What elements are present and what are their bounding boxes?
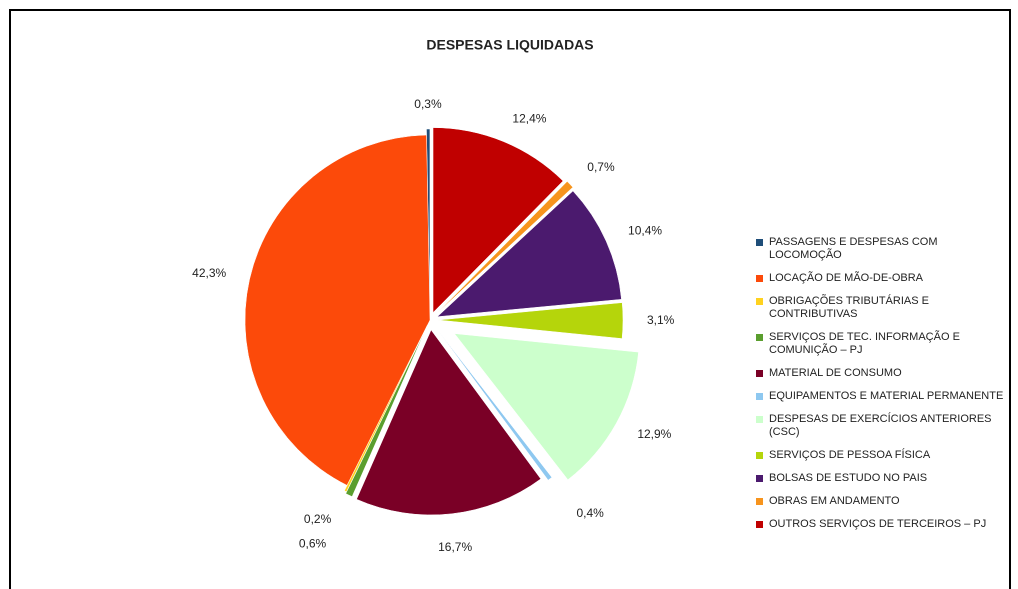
data-label: 12,4% <box>512 111 546 125</box>
pie-slice <box>432 127 564 314</box>
legend-swatch <box>756 475 763 482</box>
pie-slice <box>356 329 542 516</box>
legend-label: BOLSAS DE ESTUDO NO PAIS <box>769 472 928 484</box>
chart-title: DESPESAS LIQUIDADAS <box>426 37 593 53</box>
data-label: 3,1% <box>647 313 675 327</box>
pie-slice <box>437 302 624 339</box>
data-label: 0,2% <box>304 512 332 526</box>
legend-item: SERVIÇOS DE PESSOA FÍSICA <box>756 449 1006 462</box>
legend-swatch <box>756 334 763 341</box>
legend-label: SERVIÇOS DE TEC. INFORMAÇÃO E COMUNIÇÃO … <box>769 331 960 356</box>
data-label: 10,4% <box>628 223 662 237</box>
legend-label: SERVIÇOS DE PESSOA FÍSICA <box>769 449 931 461</box>
data-label: 16,7% <box>438 540 472 554</box>
legend-item: SERVIÇOS DE TEC. INFORMAÇÃO E COMUNIÇÃO … <box>756 331 1006 357</box>
legend-item: LOCAÇÃO DE MÃO-DE-OBRA <box>756 272 1006 285</box>
legend-label: MATERIAL DE CONSUMO <box>769 367 902 379</box>
legend-item: PASSAGENS E DESPESAS COM LOCOMOÇÃO <box>756 236 1006 262</box>
legend-item: OBRIGAÇÕES TRIBUTÁRIAS E CONTRIBUTIVAS <box>756 295 1006 321</box>
legend-swatch <box>756 521 763 528</box>
data-label: 0,6% <box>299 536 327 550</box>
legend-item: OBRAS EM ANDAMENTO <box>756 495 1006 508</box>
legend-swatch <box>756 416 763 423</box>
legend-item: EQUIPAMENTOS E MATERIAL PERMANENTE <box>756 390 1006 403</box>
legend-swatch <box>756 298 763 305</box>
legend-swatch <box>756 275 763 282</box>
legend-label: LOCAÇÃO DE MÃO-DE-OBRA <box>769 272 924 284</box>
data-label: 42,3% <box>192 266 226 280</box>
legend-label: DESPESAS DE EXERCÍCIOS ANTERIORES (CSC) <box>769 413 992 438</box>
legend-label: EQUIPAMENTOS E MATERIAL PERMANENTE <box>769 390 1004 402</box>
legend-item: BOLSAS DE ESTUDO NO PAIS <box>756 472 1006 485</box>
legend-label: OBRIGAÇÕES TRIBUTÁRIAS E CONTRIBUTIVAS <box>769 295 929 320</box>
pie-slice <box>345 327 427 497</box>
data-label: 0,3% <box>414 97 442 111</box>
data-label: 0,4% <box>577 506 605 520</box>
pie-slice <box>438 331 553 481</box>
legend-swatch <box>756 393 763 400</box>
legend-swatch <box>756 452 763 459</box>
legend-swatch <box>756 370 763 377</box>
pie-slice <box>436 190 622 318</box>
legend-swatch <box>756 498 763 505</box>
legend-item: OUTROS SERVIÇOS DE TERCEIROS – PJ <box>756 518 1006 531</box>
frame <box>9 9 1011 589</box>
pie-slice <box>453 333 639 481</box>
legend-item: MATERIAL DE CONSUMO <box>756 367 1006 380</box>
data-label: 0,7% <box>587 160 615 174</box>
legend-label: PASSAGENS E DESPESAS COM LOCOMOÇÃO <box>769 236 938 261</box>
legend-label: OBRAS EM ANDAMENTO <box>769 495 900 507</box>
legend-swatch <box>756 239 763 246</box>
pie-slice <box>437 181 574 314</box>
legend-item: DESPESAS DE EXERCÍCIOS ANTERIORES (CSC) <box>756 413 1006 439</box>
legend-label: OUTROS SERVIÇOS DE TERCEIROS – PJ <box>769 518 987 530</box>
pie-slice <box>244 134 431 486</box>
data-label: 12,9% <box>637 427 671 441</box>
legend: PASSAGENS E DESPESAS COM LOCOMOÇÃO LOCAÇÃ… <box>756 236 1006 531</box>
